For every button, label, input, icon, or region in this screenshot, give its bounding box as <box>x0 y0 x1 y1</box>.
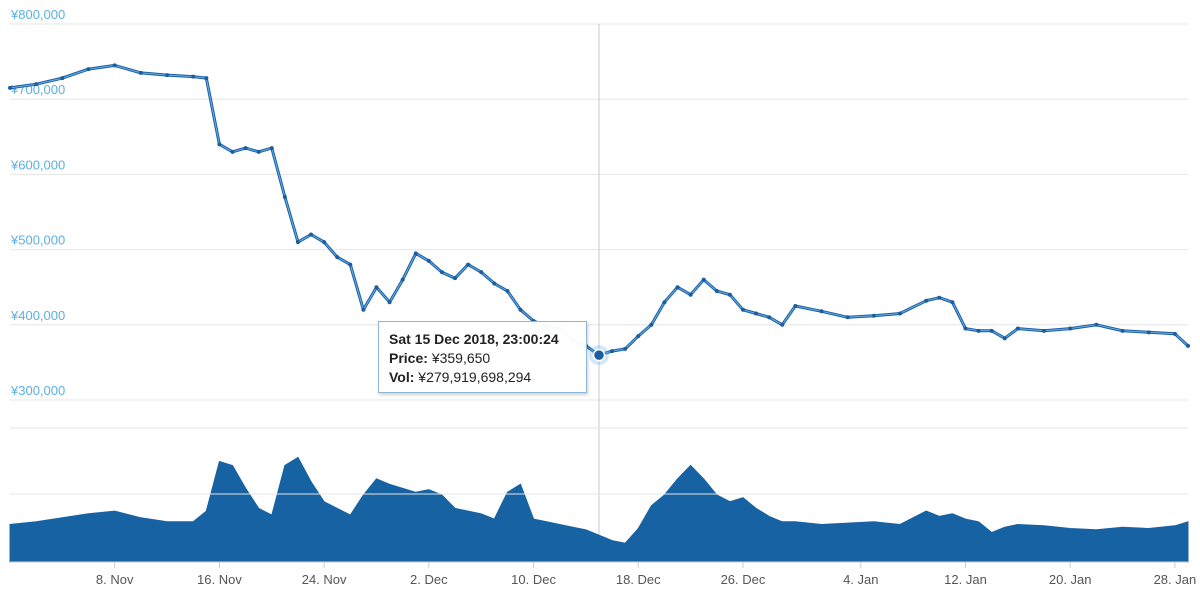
tooltip-vol-value: ¥279,919,698,294 <box>418 369 532 385</box>
price-point <box>8 85 12 90</box>
price-point <box>675 285 680 290</box>
price-tooltip: Sat 15 Dec 2018, 23:00:24 Price: ¥359,65… <box>378 321 587 393</box>
price-point <box>1068 326 1073 331</box>
price-point <box>793 304 798 308</box>
price-point <box>60 76 65 81</box>
price-point <box>1002 336 1007 341</box>
price-point <box>34 82 39 87</box>
price-point <box>871 313 876 318</box>
price-point <box>754 311 759 316</box>
price-point <box>335 255 340 260</box>
x-tick-label: 4. Jan <box>843 572 878 587</box>
price-point <box>230 149 235 154</box>
price-point <box>1172 331 1177 336</box>
price-point <box>165 73 170 78</box>
price-point <box>374 285 379 290</box>
price-point <box>1042 328 1047 333</box>
x-tick-label: 12. Jan <box>944 572 987 587</box>
price-point <box>453 276 458 281</box>
x-tick-label: 18. Dec <box>616 572 661 587</box>
y-tick-label: ¥500,000 <box>10 233 65 248</box>
price-point <box>387 300 392 305</box>
price-point <box>662 300 667 305</box>
price-point <box>845 315 850 320</box>
price-point <box>767 315 772 320</box>
tooltip-vol-row: Vol: ¥279,919,698,294 <box>389 368 576 387</box>
price-point <box>466 262 471 267</box>
price-point <box>269 146 274 151</box>
y-tick-label: ¥600,000 <box>10 157 65 172</box>
price-point <box>361 307 366 312</box>
y-tick-label: ¥300,000 <box>10 383 65 398</box>
price-point <box>1186 343 1190 348</box>
price-point <box>309 232 314 237</box>
volume-area <box>9 456 1189 563</box>
price-point <box>256 149 261 154</box>
price-point <box>924 298 929 303</box>
x-tick-label: 8. Nov <box>96 572 134 587</box>
tooltip-price-label: Price: <box>389 350 428 366</box>
price-point <box>976 328 981 333</box>
price-point <box>636 334 641 339</box>
price-point <box>138 70 143 75</box>
price-point <box>322 240 327 245</box>
price-point <box>950 300 955 305</box>
price-point <box>1146 330 1151 335</box>
price-point <box>191 74 196 79</box>
x-tick-label: 24. Nov <box>302 572 347 587</box>
price-point <box>217 142 222 147</box>
price-point <box>400 277 405 282</box>
price-point <box>963 326 968 331</box>
tooltip-vol-label: Vol: <box>389 369 415 385</box>
price-point <box>989 328 994 333</box>
price-point <box>649 322 654 327</box>
x-tick-label: 2. Dec <box>410 572 448 587</box>
price-point <box>426 258 431 263</box>
price-point <box>780 322 785 327</box>
volume-gridlines <box>10 427 1188 563</box>
x-axis-labels: 8. Nov 16. Nov 24. Nov 2. Dec 10. Dec 18. Dec… <box>96 562 1196 587</box>
price-point <box>727 292 732 297</box>
price-y-axis-labels: ¥300,000¥400,000¥500,000¥600,000¥700,000… <box>10 7 65 398</box>
x-tick-label: 16. Nov <box>197 572 242 587</box>
price-point <box>701 277 706 282</box>
volume-bars <box>9 456 1189 563</box>
price-point <box>740 307 745 312</box>
price-point <box>1120 328 1125 333</box>
price-point <box>518 307 523 312</box>
x-tick-label: 20. Jan <box>1049 572 1092 587</box>
price-point <box>295 240 300 245</box>
tooltip-price-value: ¥359,650 <box>431 350 491 366</box>
price-point <box>819 309 824 314</box>
price-point <box>1015 326 1020 331</box>
price-point <box>505 288 510 293</box>
tooltip-price-row: Price: ¥359,650 <box>389 349 576 368</box>
price-point <box>348 262 353 267</box>
price-point <box>610 349 615 354</box>
price-point <box>898 311 903 316</box>
price-point <box>413 251 418 256</box>
price-point <box>439 270 444 275</box>
hover-marker[interactable] <box>592 348 606 362</box>
x-tick-label: 10. Dec <box>511 572 556 587</box>
price-point <box>86 67 91 72</box>
price-point <box>243 146 248 151</box>
price-point <box>688 292 693 297</box>
price-point <box>492 281 497 286</box>
price-point <box>479 270 484 275</box>
price-point <box>282 194 287 199</box>
price-point <box>112 63 117 68</box>
y-tick-label: ¥800,000 <box>10 7 65 22</box>
price-point <box>937 295 942 300</box>
price-point <box>204 76 209 81</box>
tooltip-date: Sat 15 Dec 2018, 23:00:24 <box>389 331 559 347</box>
price-point <box>1094 322 1099 327</box>
x-tick-label: 26. Dec <box>721 572 766 587</box>
y-tick-label: ¥400,000 <box>10 308 65 323</box>
x-tick-label: 28. Jan <box>1154 572 1197 587</box>
price-point <box>714 288 719 293</box>
price-point <box>623 346 628 351</box>
